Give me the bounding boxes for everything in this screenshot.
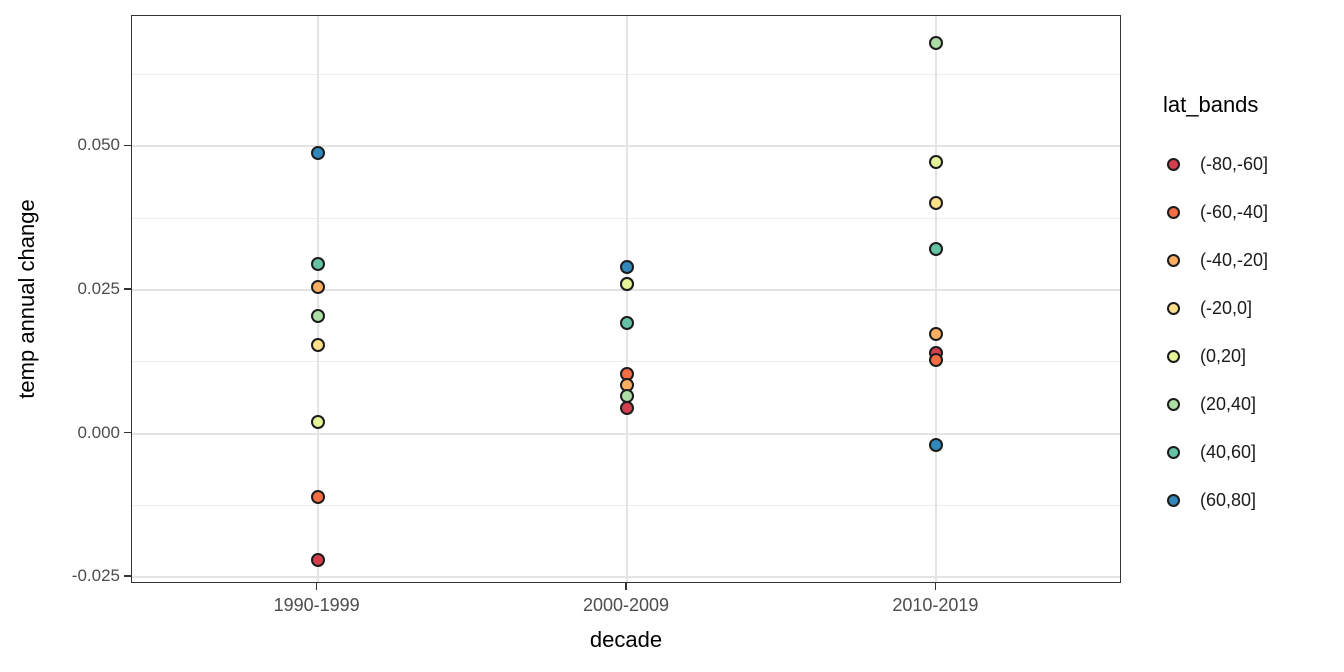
legend-item-label: (-80,-60] — [1200, 153, 1269, 174]
data-point — [929, 438, 944, 452]
legend-item: (60,80] — [1157, 476, 1342, 524]
legend-title: lat_bands — [1163, 92, 1259, 117]
legend-item-label: (0,20] — [1200, 345, 1247, 366]
data-point — [310, 146, 325, 161]
x-tick-mark — [315, 583, 318, 590]
data-point — [929, 242, 944, 257]
data-point — [620, 259, 634, 274]
y-tick-mark — [124, 431, 131, 434]
x-tick-label: 2010-2019 — [892, 595, 979, 615]
legend-item-label: (-20,0] — [1200, 297, 1253, 318]
data-point — [620, 388, 634, 403]
gridline-vertical — [935, 16, 938, 582]
legend-item: (40,60] — [1157, 428, 1342, 476]
x-tick-mark — [625, 583, 627, 590]
y-tick-mark — [124, 288, 131, 290]
data-point — [929, 327, 944, 342]
data-point — [310, 337, 325, 352]
data-point — [620, 400, 634, 415]
y-tick-label: 0.050 — [77, 135, 120, 155]
legend-key-dot — [1167, 349, 1180, 363]
legend-item-label: (40,60] — [1200, 441, 1257, 462]
legend-item-label: (-60,-40] — [1200, 201, 1269, 222]
legend-key-dot — [1167, 445, 1180, 459]
legend-item: (-80,-60] — [1157, 140, 1342, 188]
x-tick-label: 2000-2009 — [582, 595, 670, 615]
legend-key-dot — [1167, 205, 1180, 219]
data-point — [310, 308, 325, 323]
y-tick-label: 0.000 — [77, 422, 120, 442]
x-tick-label: 1990-1999 — [273, 595, 360, 615]
y-axis-title: temp annual change — [14, 199, 39, 399]
data-point — [310, 552, 325, 567]
legend-item-label: (-40,-20] — [1200, 249, 1269, 270]
data-point — [929, 154, 944, 169]
legend-key-dot — [1167, 253, 1180, 267]
y-tick-label: -0.025 — [71, 566, 120, 586]
y-tick-mark — [124, 575, 131, 577]
data-point — [310, 489, 325, 504]
legend-item-label: (60,80] — [1200, 489, 1257, 510]
legend-item: (-60,-40] — [1157, 188, 1342, 236]
plot-panel — [131, 15, 1121, 583]
legend-item: (20,40] — [1157, 380, 1342, 428]
data-point — [310, 257, 325, 272]
legend-key-dot — [1167, 157, 1180, 171]
data-point — [620, 277, 634, 292]
data-point — [929, 35, 944, 50]
legend-item-label: (20,40] — [1200, 393, 1257, 414]
data-point — [310, 280, 325, 295]
legend: lat_bands (-80,-60] (-60,-40] (-40,-20] (-2… — [1157, 92, 1342, 524]
legend-item: (-40,-20] — [1157, 236, 1342, 284]
legend-item: (0,20] — [1157, 332, 1342, 380]
x-tick-mark — [934, 583, 937, 590]
legend-key-dot — [1167, 493, 1180, 507]
legend-key-dot — [1167, 397, 1180, 411]
gridline-vertical — [626, 16, 628, 582]
data-point — [620, 315, 634, 330]
data-point — [929, 353, 944, 368]
y-tick-label: 0.025 — [77, 278, 120, 298]
legend-key-dot — [1167, 301, 1180, 315]
gridline-vertical — [316, 16, 319, 582]
y-tick-mark — [124, 144, 131, 147]
legend-items: (-80,-60] (-60,-40] (-40,-20] (-20,0] (0,20]… — [1157, 140, 1342, 524]
data-point — [929, 195, 944, 210]
x-axis-title: decade — [589, 627, 663, 652]
legend-item: (-20,0] — [1157, 284, 1342, 332]
data-point — [310, 415, 325, 430]
